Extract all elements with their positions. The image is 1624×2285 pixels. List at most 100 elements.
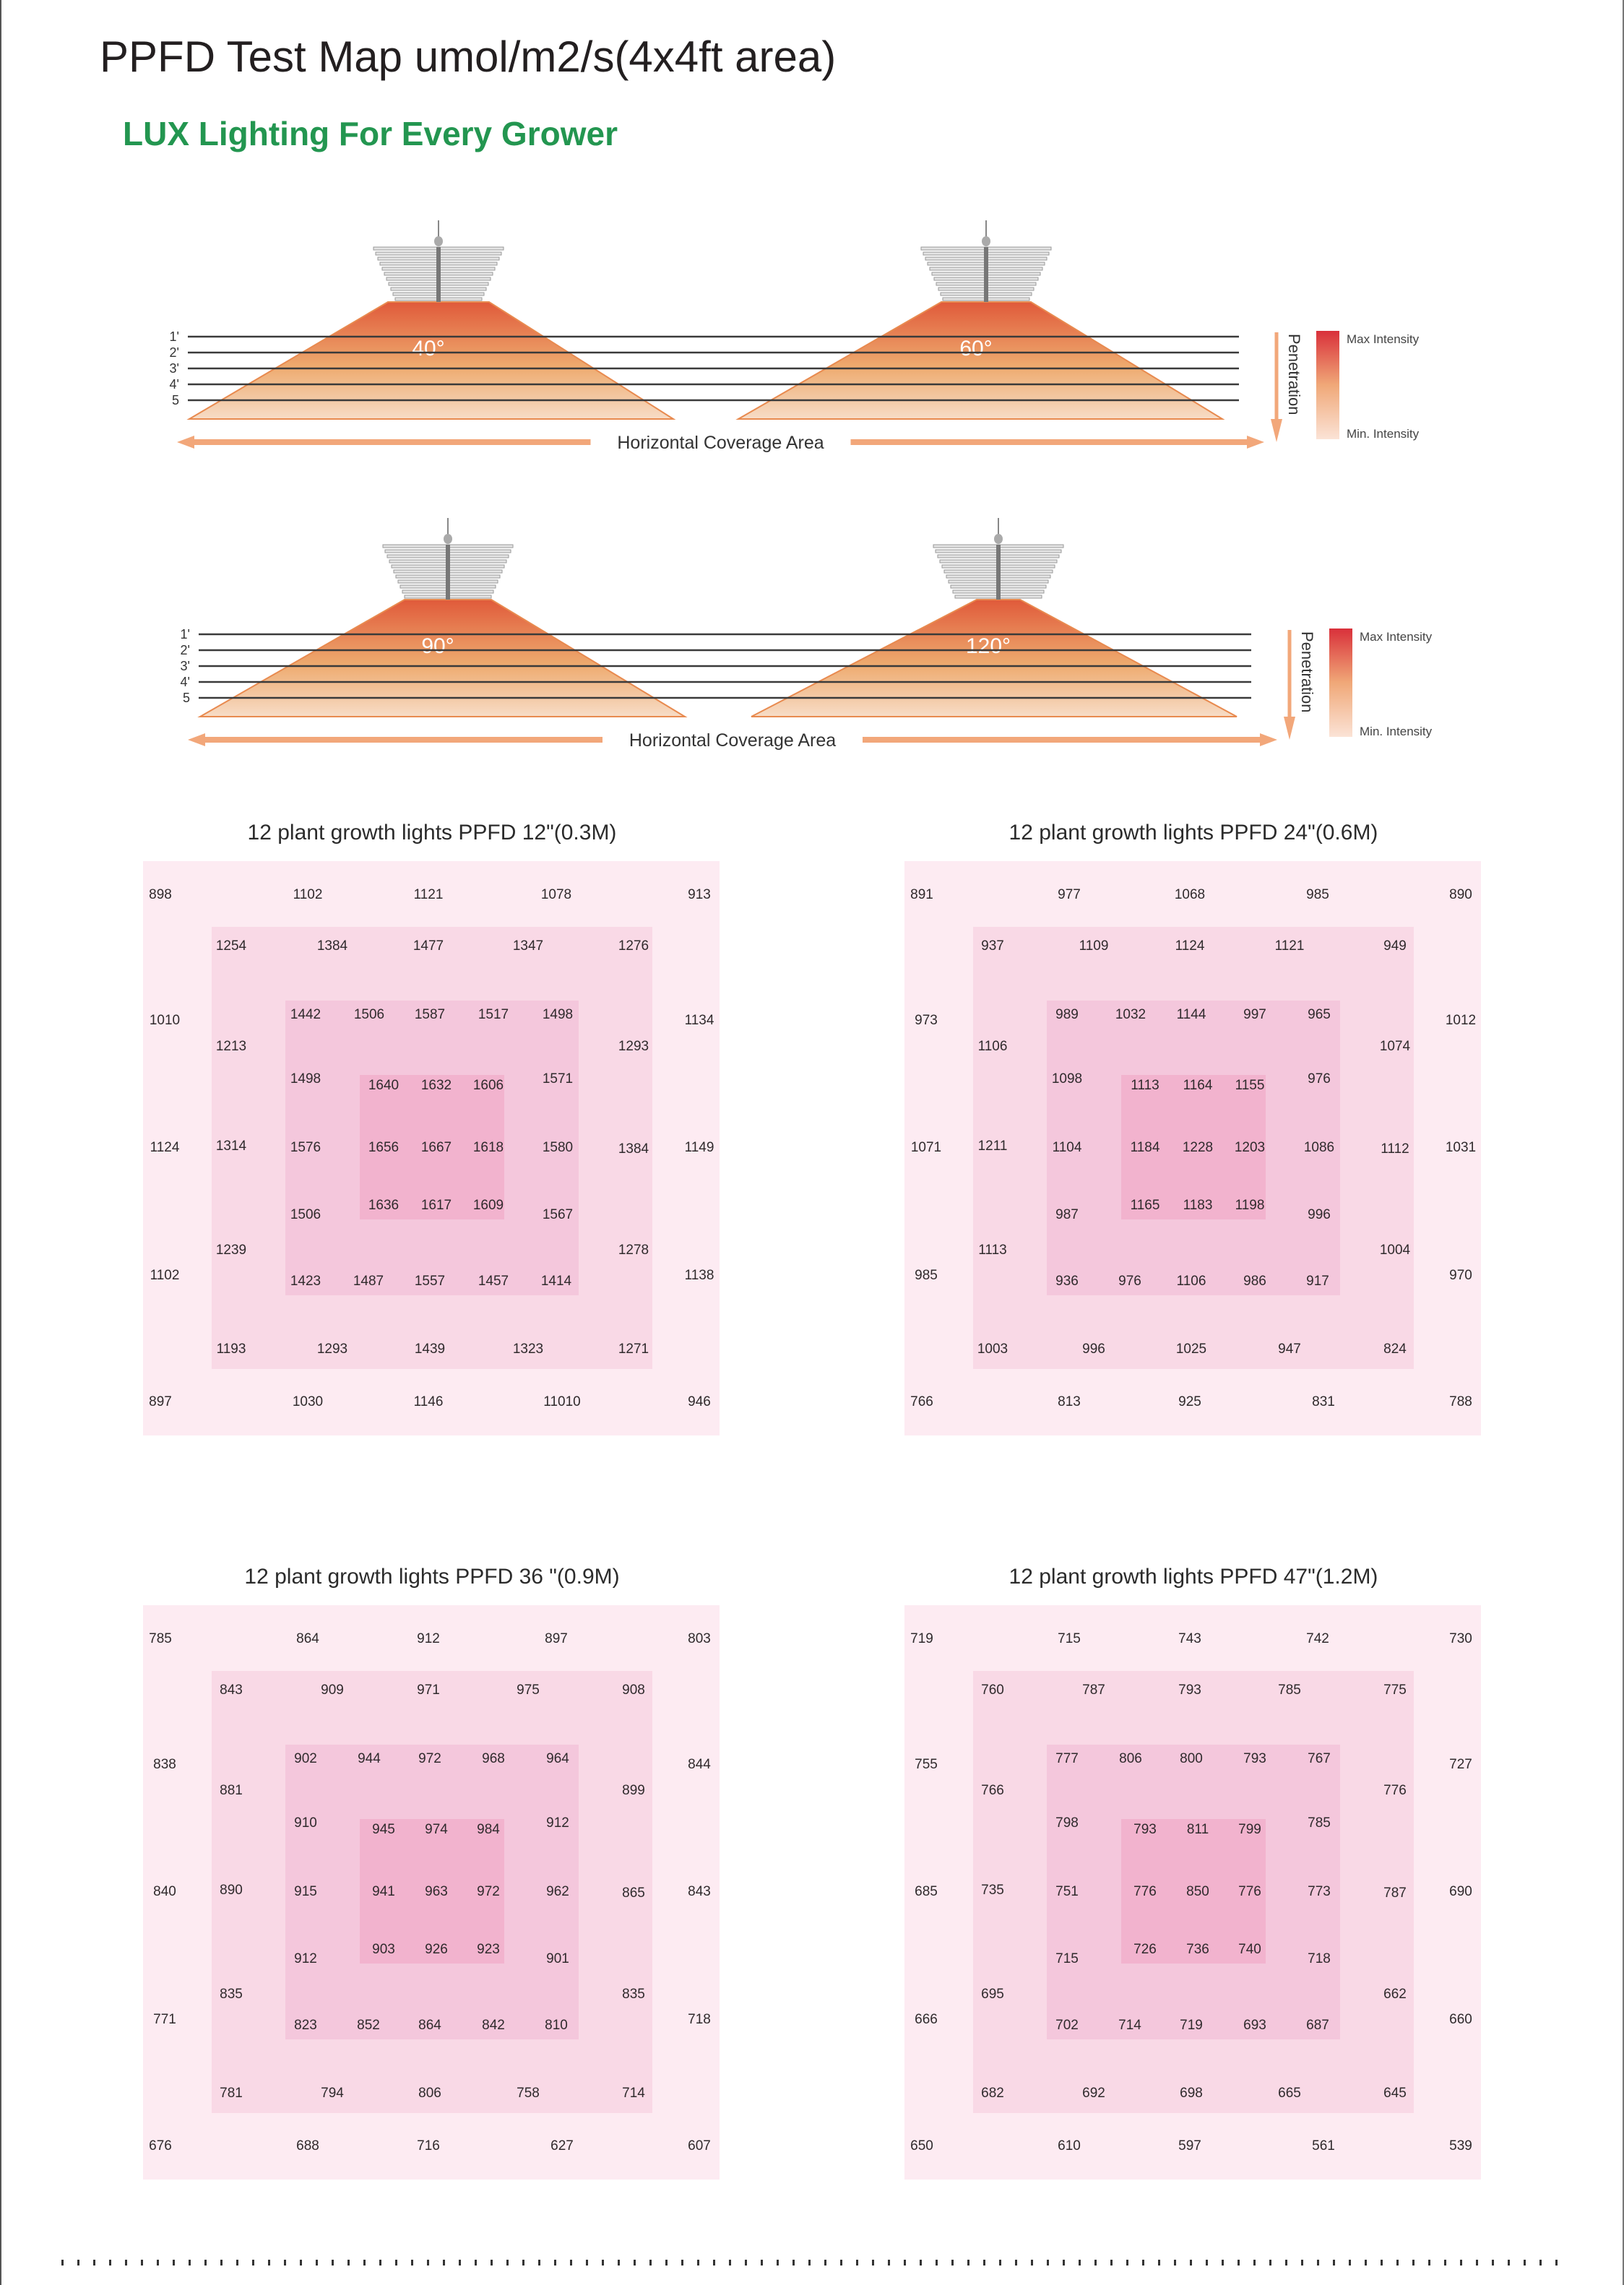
ppfd-value: 835 — [220, 1987, 243, 2002]
ppfd-value: 719 — [1180, 2018, 1203, 2033]
ppfd-value: 897 — [545, 1631, 568, 1646]
ppfd-value-center: 793 — [1133, 1822, 1157, 1837]
ppfd-value: 976 — [1308, 1071, 1331, 1087]
ppfd-value: 1144 — [1176, 1007, 1206, 1022]
ppfd-value-center: 1203 — [1234, 1140, 1266, 1155]
ppfd-value: 1506 — [290, 1207, 321, 1222]
ppfd-value: 823 — [294, 2018, 317, 2033]
height-label: 3' — [170, 361, 179, 376]
ppfd-value: 1567 — [542, 1207, 574, 1222]
ppfd-value: 685 — [915, 1884, 938, 1899]
ppfd-value: 1213 — [215, 1039, 247, 1054]
ppfd-value: 718 — [688, 2012, 711, 2027]
ppfd-value: 793 — [1243, 1751, 1266, 1766]
ppfd-value: 881 — [220, 1783, 243, 1798]
ppfd-value: 727 — [1449, 1757, 1472, 1772]
ppfd-value: 1030 — [292, 1394, 324, 1409]
ppfd-value: 788 — [1449, 1394, 1472, 1409]
grow-light-fixture-icon — [382, 518, 514, 600]
ppfd-value: 1278 — [618, 1243, 649, 1258]
ppfd-value-center: 726 — [1133, 1942, 1157, 1957]
ppfd-value: 843 — [688, 1884, 711, 1899]
ppfd-value: 766 — [981, 1783, 1004, 1798]
penetration-label: Penetration — [1298, 631, 1316, 713]
grid-title-24in: 12 plant growth lights PPFD 24"(0.6M) — [1008, 821, 1378, 845]
ppfd-value: 610 — [1058, 2138, 1081, 2154]
page-title: PPFD Test Map umol/m2/s(4x4ft area) — [100, 33, 837, 81]
beam-angle-label: 90° — [421, 634, 454, 658]
ppfd-value-center: 974 — [425, 1822, 448, 1837]
ppfd-value-center: 1184 — [1130, 1140, 1160, 1155]
ppfd-value: 682 — [981, 2086, 1004, 2101]
ppfd-value: 715 — [1058, 1631, 1081, 1646]
ppfd-value: 773 — [1308, 1884, 1331, 1899]
ppfd-value: 864 — [296, 1631, 319, 1646]
ppfd-value: 968 — [482, 1751, 505, 1766]
ppfd-value: 665 — [1278, 2086, 1301, 2101]
ppfd-value: 949 — [1383, 938, 1407, 954]
ppfd-value: 1086 — [1303, 1140, 1335, 1155]
height-label: 4' — [170, 377, 179, 392]
ppfd-value-center: 1165 — [1130, 1198, 1160, 1213]
ppfd-value: 1149 — [684, 1140, 714, 1155]
ppfd-value: 692 — [1082, 2086, 1105, 2101]
legend-min-label: Min. Intensity — [1347, 427, 1420, 441]
intensity-legend-bar — [1329, 629, 1352, 737]
legend-max-label: Max Intensity — [1360, 630, 1433, 644]
ppfd-value-center: 972 — [477, 1884, 500, 1899]
ppfd-value: 781 — [220, 2086, 243, 2101]
ppfd-value: 1293 — [316, 1342, 348, 1357]
ppfd-value: 985 — [915, 1268, 938, 1283]
ppfd-value: 1442 — [290, 1007, 321, 1022]
ppfd-value: 844 — [688, 1757, 711, 1772]
ppfd-value: 972 — [418, 1751, 441, 1766]
ppfd-value: 1314 — [215, 1139, 247, 1154]
ppfd-value: 890 — [1449, 887, 1472, 902]
ppfd-value: 987 — [1055, 1207, 1079, 1222]
ppfd-value-center: 1164 — [1183, 1078, 1213, 1093]
ppfd-value: 800 — [1180, 1751, 1203, 1766]
ppfd-value-center: 963 — [425, 1884, 448, 1899]
ppfd-value: 806 — [418, 2086, 441, 2101]
ring-inner — [360, 1819, 504, 1964]
height-label: 2' — [181, 643, 190, 657]
penetration-label: Penetration — [1285, 334, 1303, 415]
ppfd-value: 910 — [294, 1815, 317, 1831]
grow-light-fixture-icon — [373, 220, 504, 302]
ppfd-value: 843 — [220, 1683, 243, 1698]
ppfd-value: 1571 — [542, 1071, 574, 1087]
ppfd-value-center: 799 — [1238, 1822, 1261, 1837]
ppfd-value: 897 — [149, 1394, 172, 1409]
ppfd-value: 937 — [981, 938, 1004, 954]
ppfd-value-center: 1606 — [472, 1078, 504, 1093]
ppfd-value: 751 — [1055, 1884, 1079, 1899]
ppfd-value: 852 — [357, 2018, 380, 2033]
horizontal-coverage-arrow — [188, 733, 1277, 746]
ppfd-value: 898 — [149, 887, 172, 902]
height-label: 5 — [172, 393, 179, 407]
ppfd-value: 965 — [1308, 1007, 1331, 1022]
beam-angle-diagram-90-120: 90° 120° 1' 2' 3' 4' 5 Horizontal Coverage Area… — [0, 507, 1624, 782]
ppfd-value: 715 — [1055, 1951, 1079, 1966]
ppfd-grid-36in: 785 864 912 897 803 676 688 716 627 607 838 840 771 8… — [143, 1605, 720, 2180]
ppfd-value-center: 1640 — [368, 1078, 399, 1093]
ppfd-value: 946 — [688, 1394, 711, 1409]
ppfd-value: 925 — [1178, 1394, 1201, 1409]
ppfd-value: 1134 — [684, 1013, 714, 1028]
ppfd-value: 901 — [546, 1951, 569, 1966]
ppfd-value: 1211 — [977, 1139, 1008, 1154]
ppfd-value-center: 941 — [372, 1884, 395, 1899]
ppfd-value: 971 — [417, 1683, 440, 1698]
ppfd-value: 986 — [1243, 1274, 1266, 1289]
ppfd-value: 989 — [1055, 1007, 1079, 1022]
ppfd-value: 798 — [1055, 1815, 1079, 1831]
ppfd-value: 758 — [517, 2086, 540, 2101]
coverage-label: Horizontal Coverage Area — [629, 730, 836, 751]
ppfd-value: 785 — [1278, 1683, 1301, 1698]
ppfd-value: 1457 — [478, 1274, 509, 1289]
ppfd-value: 1032 — [1115, 1007, 1146, 1022]
ppfd-value: 975 — [517, 1683, 540, 1698]
ppfd-value: 793 — [1178, 1683, 1201, 1698]
ppfd-value: 755 — [915, 1757, 938, 1772]
ppfd-value-center: 850 — [1186, 1884, 1209, 1899]
